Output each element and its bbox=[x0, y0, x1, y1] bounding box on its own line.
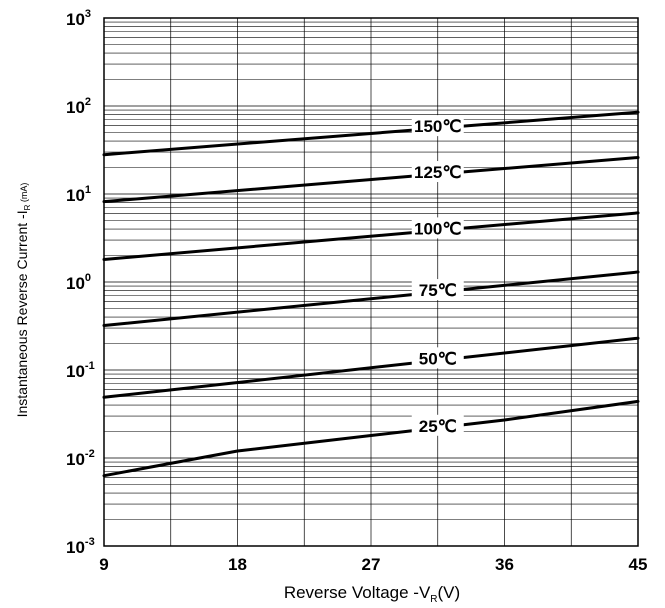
series-line bbox=[102, 110, 640, 157]
x-tick-label: 9 bbox=[99, 555, 108, 574]
grid bbox=[103, 18, 639, 547]
plot-frame bbox=[103, 17, 639, 547]
y-tick-base: 10 bbox=[66, 274, 85, 293]
y-axis-title-subscript: R bbox=[23, 204, 32, 210]
x-tick-label: 27 bbox=[362, 555, 381, 574]
y-tick-base: 10 bbox=[66, 186, 85, 205]
y-tick-label: 10-2 bbox=[66, 448, 95, 469]
y-tick-exponent: 3 bbox=[85, 8, 91, 20]
series-label: 75℃ bbox=[419, 281, 457, 300]
x-axis-title-tail: (V) bbox=[438, 583, 461, 602]
y-tick-label: 10-1 bbox=[66, 360, 95, 381]
y-tick-exponent: -1 bbox=[85, 360, 95, 372]
x-axis-title: Reverse Voltage -VR(V) bbox=[284, 583, 460, 605]
y-tick-label: 10-3 bbox=[66, 536, 95, 557]
y-tick-exponent: 2 bbox=[85, 96, 91, 108]
y-axis-title-main: Instantaneous Reverse Current -I bbox=[14, 210, 30, 417]
y-tick-label: 103 bbox=[66, 8, 91, 29]
series-label: 125℃ bbox=[414, 163, 461, 182]
y-tick-exponent: 1 bbox=[85, 184, 91, 196]
series-label: 25℃ bbox=[419, 417, 457, 436]
series-label: 150℃ bbox=[414, 117, 461, 136]
series-line bbox=[102, 399, 640, 478]
y-axis-title-tail: (mA) bbox=[19, 183, 29, 205]
series-line bbox=[102, 336, 640, 399]
y-axis-title: Instantaneous Reverse Current -IR (mA) bbox=[14, 183, 32, 418]
series-label-background bbox=[411, 115, 464, 137]
series-label-background bbox=[411, 279, 464, 301]
y-tick-label: 102 bbox=[66, 96, 91, 117]
y-tick-base: 10 bbox=[66, 450, 85, 469]
curve-labels: 150℃ 125℃ 100℃ 75℃ 50℃ 25℃ bbox=[411, 115, 464, 436]
y-tick-base: 10 bbox=[66, 362, 85, 381]
y-tick-base: 10 bbox=[66, 10, 85, 29]
series-line bbox=[102, 211, 640, 261]
x-tick-label: 45 bbox=[629, 555, 648, 574]
series-label: 50℃ bbox=[419, 349, 457, 368]
x-tick-label: 36 bbox=[495, 555, 514, 574]
x-axis-title-main: Reverse Voltage -V bbox=[284, 583, 431, 602]
y-tick-base: 10 bbox=[66, 538, 85, 557]
x-tick-labels: 9 18 27 36 45 bbox=[99, 555, 647, 574]
series-line bbox=[102, 156, 640, 204]
y-tick-exponent: -3 bbox=[85, 536, 95, 548]
series-label-background bbox=[411, 414, 464, 436]
y-tick-exponent: 0 bbox=[85, 272, 91, 284]
y-tick-base: 10 bbox=[66, 98, 85, 117]
series-line bbox=[102, 270, 640, 327]
x-tick-label: 18 bbox=[228, 555, 247, 574]
series-label: 100℃ bbox=[414, 219, 461, 238]
curves bbox=[102, 110, 640, 478]
series-label-background bbox=[411, 347, 464, 369]
y-tick-exponent: -2 bbox=[85, 448, 95, 460]
series-label-background bbox=[411, 217, 464, 239]
y-tick-label: 101 bbox=[66, 184, 91, 205]
y-tick-label: 100 bbox=[66, 272, 91, 293]
series-label-background bbox=[411, 161, 464, 183]
x-axis-title-subscript: R bbox=[430, 594, 437, 605]
